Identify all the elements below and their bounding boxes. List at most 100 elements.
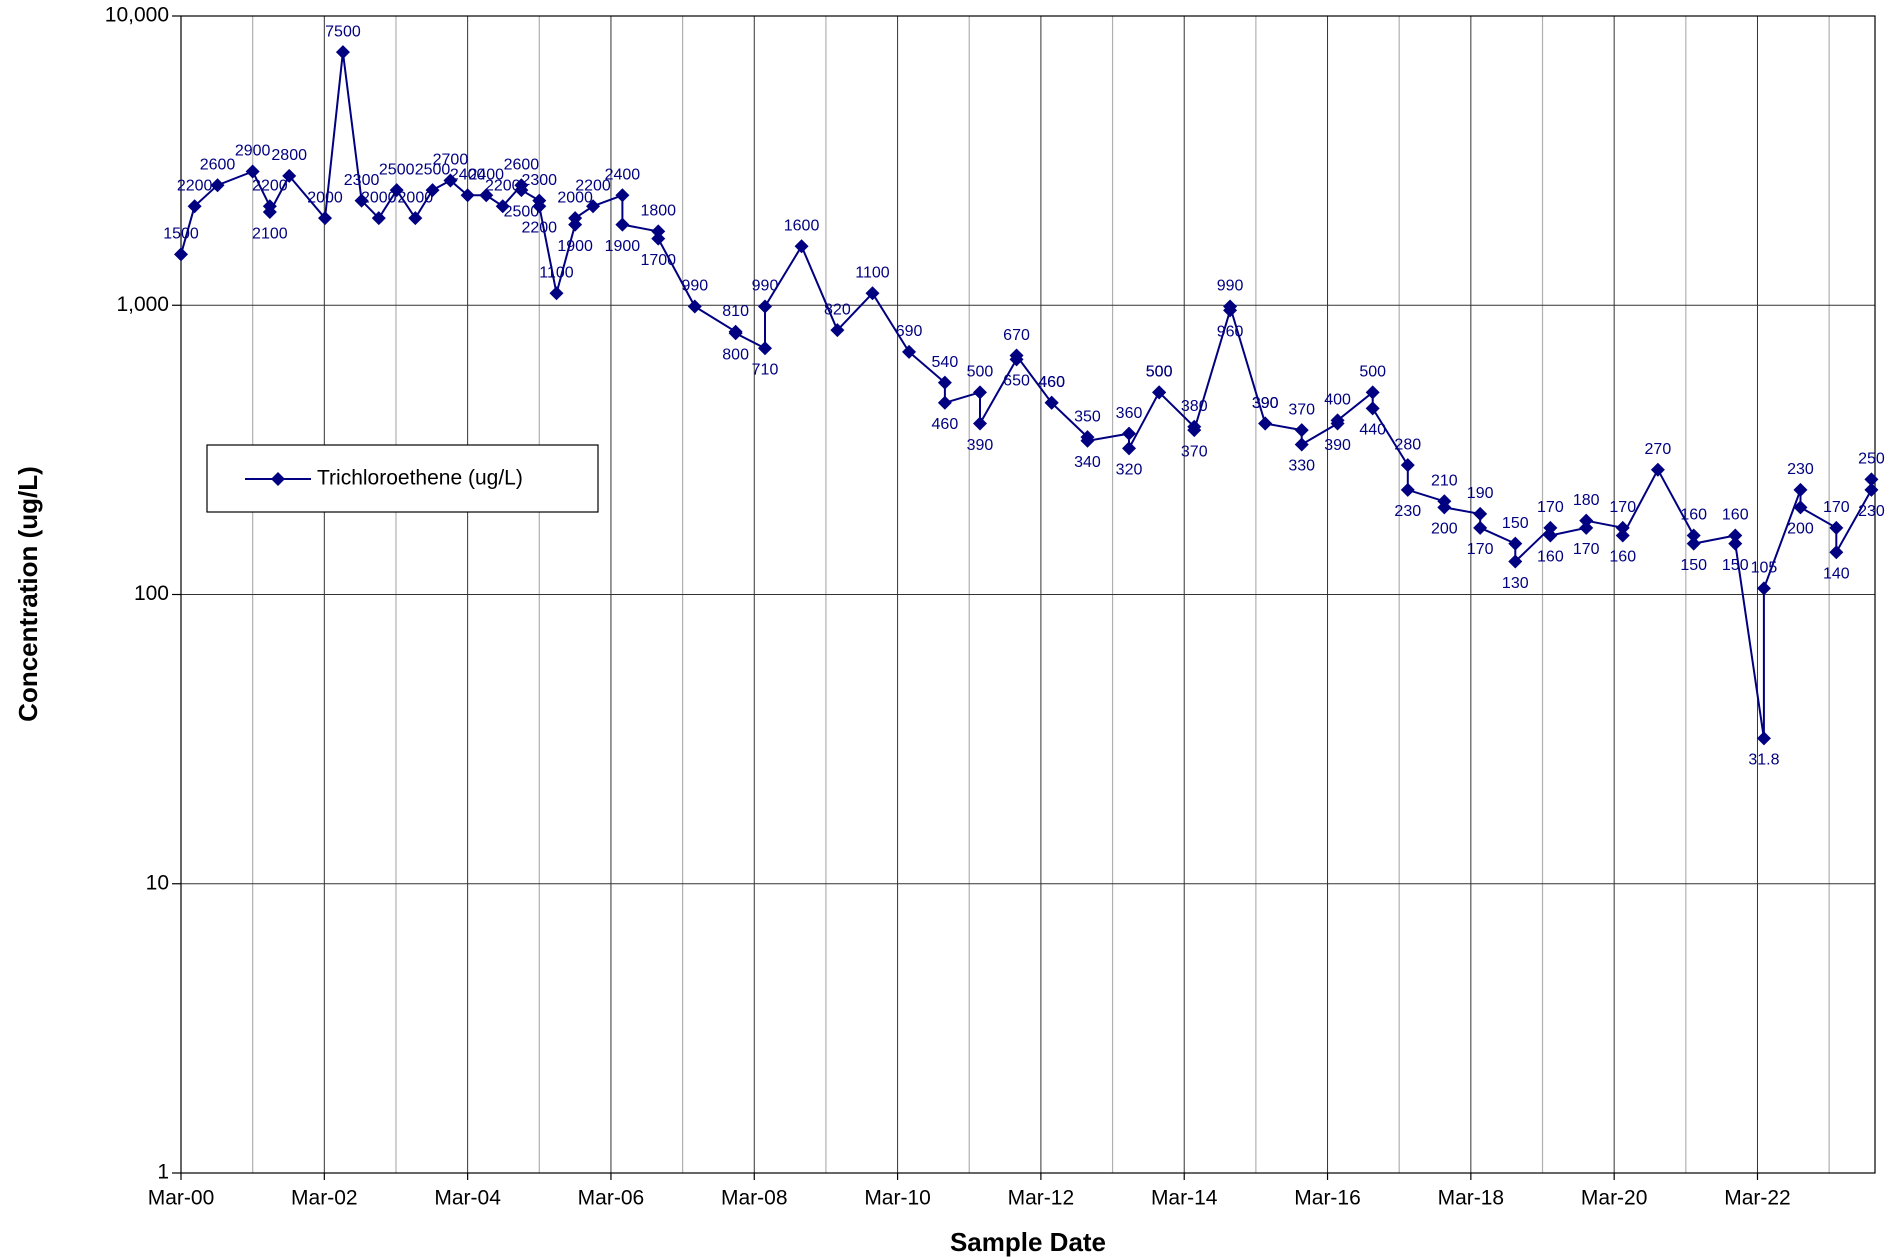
data-point (425, 183, 440, 198)
x-tick-label: Mar-10 (864, 1187, 931, 1210)
data-point (568, 211, 583, 226)
data-label: 1100 (539, 264, 574, 281)
data-label: 190 (1467, 485, 1494, 502)
data-point (1365, 385, 1380, 400)
y-tick-label: 1 (157, 1161, 169, 1184)
data-point (1728, 528, 1743, 543)
data-point (1258, 416, 1273, 431)
data-point (1728, 536, 1743, 551)
data-point (1543, 520, 1558, 535)
y-tick-label: 100 (134, 582, 169, 605)
y-tick-label: 10,000 (105, 4, 169, 27)
data-label: 2200 (177, 177, 213, 194)
data-point (758, 299, 773, 314)
data-label: 540 (932, 354, 959, 371)
data-label: 200 (1431, 521, 1458, 538)
data-label: 210 (1431, 473, 1458, 490)
data-point (1122, 426, 1137, 441)
data-point (728, 326, 743, 341)
data-point (972, 385, 987, 400)
data-point (479, 188, 494, 203)
y-axis-title: Concentration (ug/L) (13, 466, 43, 722)
data-label: 390 (1324, 437, 1351, 454)
data-point (460, 188, 475, 203)
legend-marker (271, 472, 285, 486)
data-label: 2300 (521, 172, 557, 189)
x-tick-label: Mar-02 (291, 1187, 358, 1210)
data-label: 150 (1502, 515, 1529, 532)
data-label: 2500 (379, 161, 415, 178)
x-tick-label: Mar-06 (578, 1187, 645, 1210)
data-point (1650, 462, 1665, 477)
data-point (1294, 423, 1309, 438)
y-tick-label: 1,000 (116, 293, 169, 316)
data-point (1686, 536, 1701, 551)
x-tick-label: Mar-18 (1438, 1187, 1505, 1210)
data-point (865, 286, 880, 301)
data-point (1122, 441, 1137, 456)
data-point (1508, 554, 1523, 569)
data-label: 400 (1324, 392, 1351, 409)
data-label: 1700 (640, 252, 676, 269)
data-label: 1900 (557, 238, 593, 255)
data-label: 230 (1787, 461, 1814, 478)
data-point (1543, 528, 1558, 543)
data-point (902, 344, 917, 359)
data-point (651, 224, 666, 239)
data-point (371, 211, 386, 226)
data-label: 1600 (784, 217, 820, 234)
data-label: 330 (1288, 458, 1315, 475)
data-label: 2000 (361, 189, 397, 206)
data-point (794, 239, 809, 254)
data-point (1579, 513, 1594, 528)
data-label: 390 (967, 437, 994, 454)
data-label: 140 (1823, 565, 1850, 582)
data-label: 500 (1359, 364, 1386, 381)
data-point (1009, 348, 1024, 363)
data-label: 200 (1787, 521, 1814, 538)
data-label: 440 (1359, 422, 1386, 439)
data-label: 370 (1181, 443, 1208, 460)
data-point (1473, 506, 1488, 521)
data-label: 230 (1394, 503, 1421, 520)
data-point (1187, 423, 1202, 438)
data-point (335, 45, 350, 60)
data-label: 360 (1116, 405, 1143, 422)
x-axis-title: Sample Date (950, 1227, 1106, 1257)
x-tick-label: Mar-22 (1724, 1187, 1791, 1210)
data-label: 2400 (468, 166, 504, 183)
data-point (1756, 731, 1771, 746)
data-label: 2200 (252, 177, 288, 194)
data-point (937, 395, 952, 410)
data-label: 500 (1146, 364, 1173, 381)
data-point (1400, 482, 1415, 497)
data-label: 230 (1858, 503, 1885, 520)
x-tick-label: Mar-00 (148, 1187, 215, 1210)
data-label: 500 (1146, 364, 1173, 381)
data-point (514, 183, 529, 198)
x-tick-label: Mar-12 (1008, 1187, 1075, 1210)
data-point (262, 205, 277, 220)
data-point (495, 199, 510, 214)
data-point (1756, 581, 1771, 596)
x-tick-label: Mar-04 (434, 1187, 501, 1210)
data-label: 340 (1074, 454, 1101, 471)
data-point (615, 188, 630, 203)
data-point (408, 211, 423, 226)
data-label: 460 (1038, 374, 1065, 391)
data-point (1615, 520, 1630, 535)
data-label: 800 (722, 346, 749, 363)
data-label: 180 (1573, 492, 1600, 509)
data-label: 130 (1502, 575, 1529, 592)
data-label: 350 (1074, 408, 1101, 425)
data-label: 1800 (640, 203, 676, 220)
data-label: 2900 (235, 143, 271, 160)
data-point (1294, 437, 1309, 452)
data-label: 150 (1680, 557, 1707, 574)
plot-frame (180, 15, 1876, 1174)
data-point (245, 164, 260, 179)
data-label: 690 (896, 323, 923, 340)
data-label: 990 (1217, 278, 1244, 295)
data-label: 170 (1537, 499, 1564, 516)
